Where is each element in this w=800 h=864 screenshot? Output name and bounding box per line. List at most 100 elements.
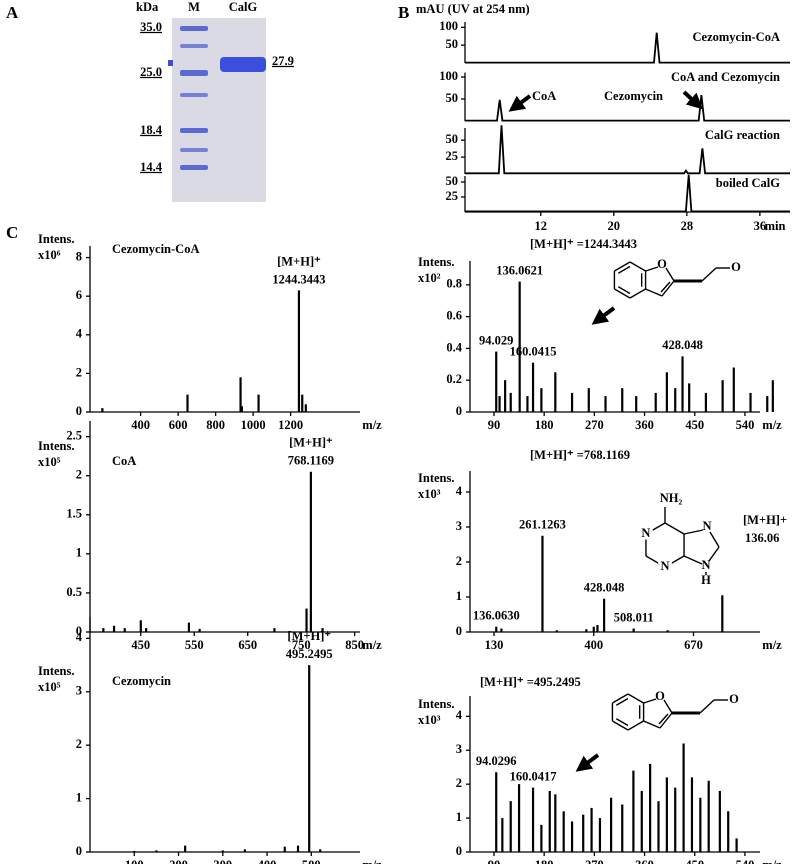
y-tick-label: 6 — [76, 288, 82, 302]
marker-bands — [180, 26, 208, 170]
bond — [701, 267, 717, 282]
peak-label: 136.0630 — [473, 609, 520, 623]
trace — [465, 174, 790, 213]
y-tick-label: 0.6 — [446, 309, 462, 323]
bond — [614, 288, 631, 299]
atom: N — [660, 559, 669, 573]
y-tick-label: 0 — [456, 844, 462, 858]
bond — [663, 699, 673, 714]
y-tick-label: 2 — [456, 554, 462, 568]
y-tick-label: 1 — [456, 589, 462, 603]
arrows — [508, 90, 703, 772]
atom: O — [657, 257, 667, 271]
y-tick-label: 0 — [76, 404, 82, 418]
x-tick-label: 540 — [736, 418, 755, 432]
bond — [614, 261, 631, 272]
chart-title: mAU (UV at 254 nm) — [416, 2, 530, 16]
structure-note: 136.06 — [745, 531, 779, 545]
series-name: CalG reaction — [705, 128, 780, 142]
x-axis-label: m/z — [762, 418, 782, 432]
y-tick-label: 100 — [439, 69, 458, 83]
peak-annotation: [M+H]⁺ — [277, 254, 321, 268]
peak-label: 94.0296 — [476, 754, 517, 768]
x-tick-label: 450 — [685, 858, 704, 864]
y-tick-label: 3 — [456, 519, 462, 533]
y-scale: x10³ — [418, 713, 441, 727]
peak-label: 136.0621 — [496, 264, 543, 278]
y-tick-label: 2 — [76, 365, 82, 379]
x-tick-label: 90 — [488, 858, 501, 864]
x-tick-label: 180 — [535, 418, 554, 432]
bond — [665, 267, 675, 282]
y-tick-label: 0 — [456, 404, 462, 418]
spectrum-title: Cezomycin — [112, 674, 171, 688]
gel-image — [172, 18, 266, 202]
x-tick-label: 400 — [131, 418, 150, 432]
x-tick-label: 100 — [125, 858, 144, 864]
panel-label: C — [6, 223, 18, 242]
spectrum-title: [M+H]⁺ =495.2495 — [480, 675, 581, 689]
bond — [661, 280, 675, 297]
y-tick-label: 3 — [76, 684, 82, 698]
y-tick-label: 4 — [456, 484, 463, 498]
x-axis-label: m/z — [362, 858, 382, 864]
structure-note: [M+H]+ — [743, 513, 787, 527]
bond — [643, 720, 661, 729]
y-tick-label: 0 — [76, 844, 82, 858]
y-tick-label: 25 — [446, 189, 459, 203]
y-tick-label: 8 — [76, 249, 82, 263]
peak-label: 768.1169 — [288, 454, 334, 468]
x-tick-label: 750 — [292, 638, 311, 652]
lane-label: CalG — [229, 0, 258, 14]
bond — [627, 720, 644, 731]
y-tick-label: 2 — [76, 737, 82, 751]
bond — [617, 286, 631, 295]
bond — [683, 529, 704, 535]
annotation: CoA — [532, 89, 556, 103]
bond — [615, 697, 629, 706]
y-tick-label: 0.2 — [446, 372, 462, 386]
y-scale: x10² — [418, 271, 441, 285]
bond — [645, 555, 666, 568]
y-tick-label: 0 — [76, 624, 82, 638]
y-tick-label: 1.5 — [66, 507, 82, 521]
y-axis-label: Intens. — [418, 471, 454, 485]
y-tick-label: 50 — [446, 91, 459, 105]
atom: N — [641, 526, 650, 540]
bond — [645, 266, 659, 272]
atom: N — [702, 519, 711, 533]
trace — [465, 32, 790, 64]
x-tick-label: 130 — [485, 638, 504, 652]
panel-label: A — [6, 3, 19, 22]
x-tick-label: 540 — [736, 858, 755, 864]
y-tick-label: 0.8 — [446, 277, 462, 291]
bond — [709, 531, 720, 548]
x-tick-label: 400 — [258, 858, 277, 864]
spectrum-title: CoA — [112, 454, 136, 468]
x-tick-label: 670 — [684, 638, 703, 652]
x-tick-label: 800 — [206, 418, 225, 432]
x-tick-label: 500 — [302, 858, 321, 864]
x-tick-label: 1200 — [278, 418, 303, 432]
y-tick-label: 25 — [446, 149, 459, 163]
y-scale: x10⁵ — [38, 680, 61, 694]
x-tick-label: 450 — [685, 418, 704, 432]
band-size: 27.9 — [272, 54, 294, 68]
panel-label: B — [398, 3, 409, 22]
peak-label: 1244.3443 — [272, 272, 325, 286]
bond — [664, 522, 685, 535]
x-tick-label: 400 — [584, 638, 603, 652]
bond — [617, 265, 631, 274]
atom: NH₂ — [660, 491, 683, 505]
marker-size: 18.4 — [140, 123, 163, 137]
x-axis-label: m/z — [762, 638, 782, 652]
y-scale: x10⁵ — [38, 455, 61, 469]
bond — [708, 546, 720, 562]
x-tick-label: 180 — [535, 858, 554, 864]
x-tick-label: 550 — [185, 638, 204, 652]
y-axis-label: Intens. — [38, 232, 74, 246]
y-tick-label: 0.5 — [66, 585, 82, 599]
y-tick-label: 3 — [456, 742, 462, 756]
peak-label: 508.011 — [614, 610, 654, 624]
